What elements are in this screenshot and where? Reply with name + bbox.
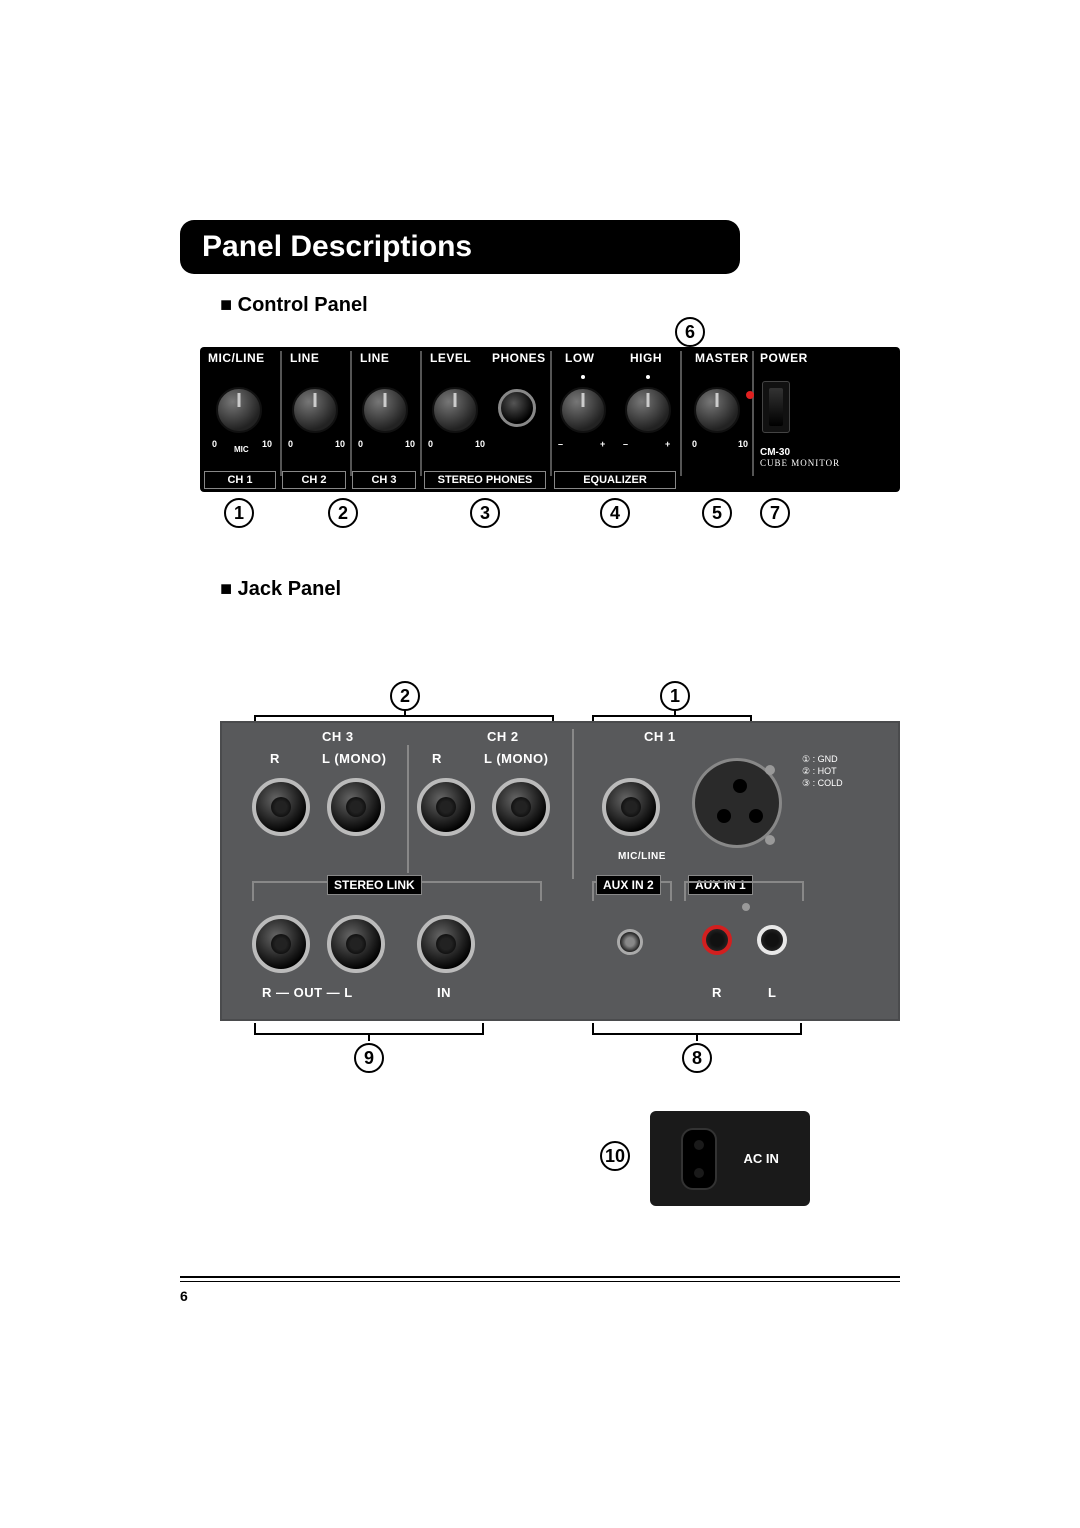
- xlr-pin-legend: ① : GND ② : HOT ③ : COLD: [802, 753, 843, 789]
- hdr-high: HIGH: [630, 351, 662, 365]
- jack-ch2-r: [417, 778, 475, 836]
- footer-rule-thin: [180, 1281, 900, 1282]
- hdr-low: LOW: [565, 351, 595, 365]
- jack-ch3-r: [252, 778, 310, 836]
- foot-phones: STEREO PHONES: [424, 471, 546, 489]
- callout-jp-10: 10: [600, 1141, 630, 1171]
- jack-panel-figure: CH 3 CH 2 CH 1 R L (MONO) R L (MONO): [220, 721, 900, 1021]
- screw-icon: [742, 903, 750, 911]
- ac-in-module: AC IN: [650, 1111, 810, 1206]
- foot-ch3: CH 3: [352, 471, 416, 489]
- ac-socket-icon: [681, 1128, 717, 1190]
- foot-eq: EQUALIZER: [554, 471, 676, 489]
- hdr-line-3: LINE: [360, 351, 389, 365]
- callout-7: 7: [760, 498, 790, 528]
- page-number: 6: [180, 1288, 900, 1304]
- foot-ch2: CH 2: [282, 471, 346, 489]
- hdr-line-2: LINE: [290, 351, 319, 365]
- callout-1: 1: [224, 498, 254, 528]
- hdr-phones: PHONES: [492, 351, 546, 365]
- footer-rule: [180, 1276, 900, 1278]
- jack-aux2-mini: [617, 929, 643, 955]
- knob-level: [432, 387, 478, 433]
- callout-4: 4: [600, 498, 630, 528]
- model-label: CM-30: [760, 447, 900, 458]
- page-title: Panel Descriptions: [180, 220, 740, 274]
- callout-jp-1: 1: [660, 681, 690, 711]
- model-sub: CUBE MONITOR: [760, 458, 900, 468]
- jack-ch1-xlr: [692, 758, 782, 848]
- label-stereo-link: STEREO LINK: [327, 875, 422, 895]
- jack-link-in: [417, 915, 475, 973]
- knob-low: [560, 387, 606, 433]
- label-aux-2: AUX IN 2: [596, 875, 661, 895]
- foot-ch1: CH 1: [204, 471, 276, 489]
- callout-3: 3: [470, 498, 500, 528]
- jack-out-r: [252, 915, 310, 973]
- callout-jp-8: 8: [682, 1043, 712, 1073]
- knob-ch1: [216, 387, 262, 433]
- callout-jp-2: 2: [390, 681, 420, 711]
- callout-2: 2: [328, 498, 358, 528]
- hdr-power: POWER: [760, 351, 808, 365]
- power-led: [746, 391, 754, 399]
- callout-5: 5: [702, 498, 732, 528]
- power-switch: [762, 381, 790, 433]
- knob-ch2: [292, 387, 338, 433]
- jack-ch1-trs: [602, 778, 660, 836]
- control-panel-figure: MIC/LINE LINE LINE LEVEL PHONES LOW HIGH…: [200, 347, 900, 492]
- hdr-master: MASTER: [695, 351, 749, 365]
- section-heading-jack: Jack Panel: [220, 578, 900, 601]
- hdr-mic-line: MIC/LINE: [208, 351, 265, 365]
- phones-jack: [498, 389, 536, 427]
- jack-aux1-r-rca: [702, 925, 732, 955]
- knob-high: [625, 387, 671, 433]
- ac-in-label: AC IN: [743, 1151, 778, 1166]
- knob-ch3: [362, 387, 408, 433]
- knob-master: [694, 387, 740, 433]
- callout-jp-9: 9: [354, 1043, 384, 1073]
- jack-ch3-l: [327, 778, 385, 836]
- hdr-level: LEVEL: [430, 351, 471, 365]
- jack-out-l: [327, 915, 385, 973]
- section-heading-control: Control Panel: [220, 294, 900, 317]
- jack-aux1-l-rca: [757, 925, 787, 955]
- jack-ch2-l: [492, 778, 550, 836]
